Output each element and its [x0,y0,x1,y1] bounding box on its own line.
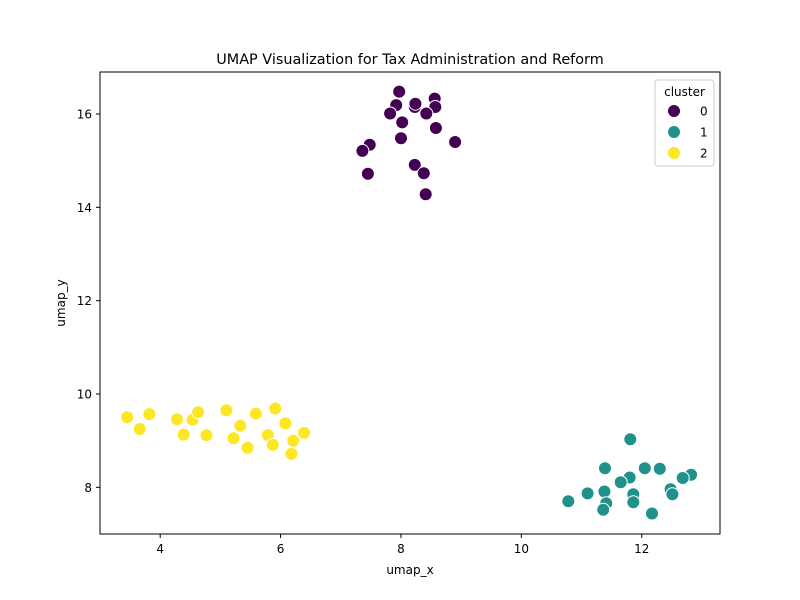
data-point-cluster-2 [199,428,214,443]
points-layer [120,84,699,521]
data-point-cluster-1 [580,486,595,501]
y-tick-label: 16 [77,108,92,122]
data-point-cluster-1 [626,495,641,510]
legend-marker-2 [667,146,681,160]
data-point-cluster-2 [170,412,184,427]
legend-marker-1 [667,125,681,139]
data-point-cluster-1 [613,475,628,490]
data-point-cluster-0 [360,166,375,181]
data-point-cluster-2 [278,416,293,431]
plot-frame [99,71,721,535]
data-point-cluster-2 [297,425,312,440]
x-tick-label: 12 [634,542,649,556]
data-point-cluster-1 [637,461,652,476]
legend-marker-0 [667,104,681,118]
data-point-cluster-2 [233,418,248,433]
data-point-cluster-0 [407,157,422,172]
x-tick-label: 10 [514,542,529,556]
y-tick-label: 12 [77,294,92,308]
data-point-cluster-0 [416,166,431,181]
data-point-cluster-0 [418,187,433,202]
data-point-cluster-2 [286,433,301,448]
x-tick-label: 6 [277,542,285,556]
legend-label-1: 1 [700,126,708,140]
data-point-cluster-0 [394,131,408,146]
data-point-cluster-2 [240,440,255,455]
data-point-cluster-1 [652,461,667,476]
legend-label-0: 0 [700,105,708,119]
y-axis: 8 10 12 14 16 [77,108,100,495]
data-point-cluster-0 [383,106,398,121]
data-point-cluster-2 [219,403,234,418]
data-point-cluster-2 [268,401,283,416]
x-tick-label: 8 [397,542,405,556]
y-tick-label: 8 [84,481,92,495]
data-point-cluster-2 [132,422,147,436]
data-point-cluster-0 [428,121,443,135]
y-tick-label: 10 [77,388,92,402]
legend-title: cluster [664,85,705,99]
data-point-cluster-2 [191,405,206,420]
x-tick-label: 4 [156,542,164,556]
data-point-cluster-2 [142,407,157,422]
legend: cluster 0 1 2 [654,79,715,167]
data-point-cluster-1 [561,494,576,509]
data-point-cluster-2 [120,410,135,425]
y-axis-label: umap_y [54,279,68,326]
data-point-cluster-0 [408,96,423,111]
y-tick-label: 14 [77,201,92,215]
data-point-cluster-2 [284,446,299,461]
data-point-cluster-1 [645,506,659,521]
chart-title: UMAP Visualization for Tax Administratio… [216,52,603,68]
data-point-cluster-1 [596,502,611,517]
x-axis: 4 6 8 10 12 [156,534,649,556]
legend-frame [654,79,715,167]
data-point-cluster-1 [598,461,612,476]
data-point-cluster-2 [265,437,280,452]
data-point-cluster-2 [226,431,241,446]
data-point-cluster-0 [448,135,463,149]
data-point-cluster-1 [665,487,680,502]
data-point-cluster-0 [419,106,434,121]
x-axis-label: umap_x [386,563,433,577]
data-point-cluster-2 [248,406,263,421]
data-point-cluster-0 [395,115,410,130]
data-point-cluster-0 [392,84,407,99]
data-point-cluster-1 [675,471,690,485]
legend-label-2: 2 [700,147,708,161]
data-point-cluster-1 [623,432,638,447]
data-point-cluster-2 [176,427,191,442]
data-point-cluster-0 [355,143,370,158]
legend-items: 0 1 2 [667,104,708,161]
data-point-cluster-1 [597,484,612,499]
